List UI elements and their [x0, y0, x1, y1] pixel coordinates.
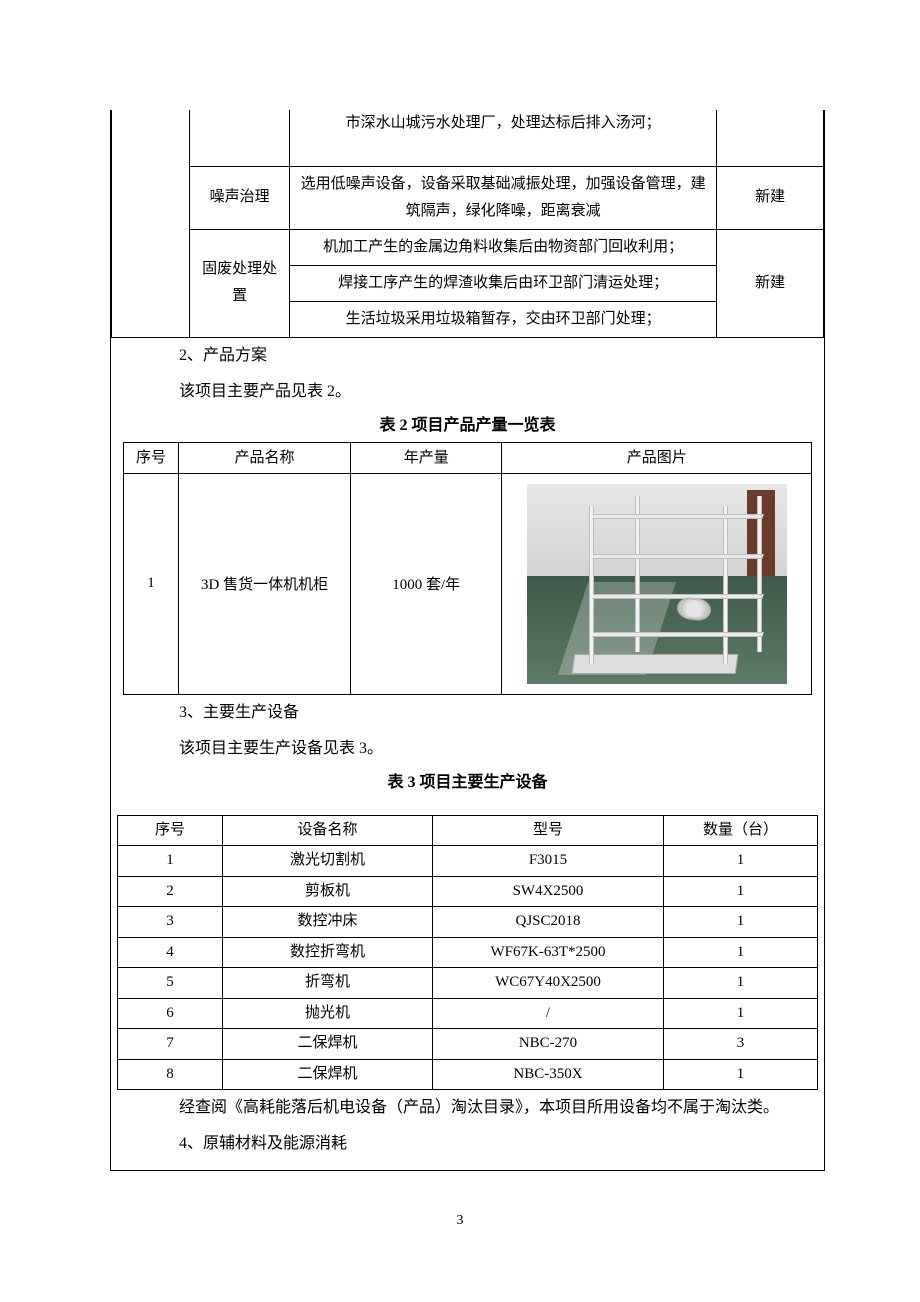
equip-name: 二保焊机 — [223, 1059, 433, 1090]
equip-name: 数控折弯机 — [223, 937, 433, 968]
equip-model: / — [433, 998, 664, 1029]
section-2-paragraph: 该项目主要产品见表 2。 — [119, 374, 816, 410]
product-image — [527, 484, 787, 684]
section-4-heading: 4、原辅材料及能源消耗 — [119, 1126, 816, 1162]
col-model: 型号 — [433, 815, 664, 846]
product-image-cell — [502, 473, 812, 694]
table-row: 8二保焊机NBC-350X1 — [118, 1059, 818, 1090]
equip-qty: 1 — [664, 998, 818, 1029]
wastewater-desc: 市深水山城污水处理厂，处理达标后排入汤河； — [289, 110, 716, 166]
table-2-caption: 表 2 项目产品产量一览表 — [119, 410, 816, 442]
table-header-row: 序号 设备名称 型号 数量（台） — [118, 815, 818, 846]
product-name: 3D 售货一体机机柜 — [179, 473, 351, 694]
product-output: 1000 套/年 — [351, 473, 502, 694]
table-row: 1激光切割机F30151 — [118, 846, 818, 877]
equipment-table: 序号 设备名称 型号 数量（台） 1激光切割机F301512剪板机SW4X250… — [117, 815, 818, 1091]
section-3-heading: 3、主要生产设备 — [119, 695, 816, 731]
equip-model: F3015 — [433, 846, 664, 877]
after-t3-note: 经查阅《高耗能落后机电设备（产品）淘汰目录》，本项目所用设备均不属于淘汰类。 — [119, 1090, 816, 1126]
equip-qty: 1 — [664, 1059, 818, 1090]
equip-no: 1 — [118, 846, 223, 877]
equip-model: NBC-350X — [433, 1059, 664, 1090]
equip-no: 6 — [118, 998, 223, 1029]
table-header-row: 序号 产品名称 年产量 产品图片 — [124, 442, 812, 473]
table-row: 6抛光机/1 — [118, 998, 818, 1029]
equip-qty: 1 — [664, 937, 818, 968]
equip-qty: 1 — [664, 846, 818, 877]
table-row: 固废处理处置 机加工产生的金属边角料收集后由物资部门回收利用； 焊接工序产生的焊… — [112, 229, 824, 337]
noise-category: 噪声治理 — [190, 166, 290, 229]
equip-name: 二保焊机 — [223, 1029, 433, 1060]
table-row: 市深水山城污水处理厂，处理达标后排入汤河； — [112, 110, 824, 166]
equip-no: 7 — [118, 1029, 223, 1060]
col-product-name: 产品名称 — [179, 442, 351, 473]
equip-no: 8 — [118, 1059, 223, 1090]
col-qty: 数量（台） — [664, 815, 818, 846]
equip-no: 3 — [118, 907, 223, 938]
table-row: 4数控折弯机WF67K-63T*25001 — [118, 937, 818, 968]
product-table: 序号 产品名称 年产量 产品图片 1 3D 售货一体机机柜 1000 套/年 — [123, 442, 812, 695]
equip-name: 激光切割机 — [223, 846, 433, 877]
table-row: 1 3D 售货一体机机柜 1000 套/年 — [124, 473, 812, 694]
col-output: 年产量 — [351, 442, 502, 473]
table-3-caption: 表 3 项目主要生产设备 — [119, 767, 816, 799]
equip-no: 5 — [118, 968, 223, 999]
treatment-table-continuation: 市深水山城污水处理厂，处理达标后排入汤河； 噪声治理 选用低噪声设备，设备采取基… — [111, 110, 824, 338]
equip-no: 4 — [118, 937, 223, 968]
solid-waste-status: 新建 — [717, 229, 824, 337]
equip-model: WC67Y40X2500 — [433, 968, 664, 999]
page-number: 3 — [0, 1171, 920, 1249]
table-row: 噪声治理 选用低噪声设备，设备采取基础减振处理，加强设备管理，建筑隔声，绿化降噪… — [112, 166, 824, 229]
col-equip-name: 设备名称 — [223, 815, 433, 846]
section-3-paragraph: 该项目主要生产设备见表 3。 — [119, 731, 816, 767]
equip-model: SW4X2500 — [433, 876, 664, 907]
col-image: 产品图片 — [502, 442, 812, 473]
product-seq: 1 — [124, 473, 179, 694]
equip-name: 折弯机 — [223, 968, 433, 999]
table-row: 3数控冲床QJSC20181 — [118, 907, 818, 938]
equip-no: 2 — [118, 876, 223, 907]
equip-qty: 3 — [664, 1029, 818, 1060]
col-seq: 序号 — [124, 442, 179, 473]
solid-waste-desc: 机加工产生的金属边角料收集后由物资部门回收利用； 焊接工序产生的焊渣收集后由环卫… — [289, 229, 716, 337]
solid-waste-category: 固废处理处置 — [190, 229, 290, 337]
equip-model: NBC-270 — [433, 1029, 664, 1060]
equip-model: WF67K-63T*2500 — [433, 937, 664, 968]
noise-status: 新建 — [717, 166, 824, 229]
noise-desc: 选用低噪声设备，设备采取基础减振处理，加强设备管理，建筑隔声，绿化降噪，距离衰减 — [289, 166, 716, 229]
table-row: 2剪板机SW4X25001 — [118, 876, 818, 907]
table-row: 5折弯机WC67Y40X25001 — [118, 968, 818, 999]
equip-qty: 1 — [664, 907, 818, 938]
equip-name: 剪板机 — [223, 876, 433, 907]
equip-name: 数控冲床 — [223, 907, 433, 938]
table-row: 7二保焊机NBC-2703 — [118, 1029, 818, 1060]
col-seq: 序号 — [118, 815, 223, 846]
section-2-heading: 2、产品方案 — [119, 338, 816, 374]
equip-name: 抛光机 — [223, 998, 433, 1029]
equip-qty: 1 — [664, 876, 818, 907]
document-page: 市深水山城污水处理厂，处理达标后排入汤河； 噪声治理 选用低噪声设备，设备采取基… — [110, 110, 825, 1171]
equip-qty: 1 — [664, 968, 818, 999]
equip-model: QJSC2018 — [433, 907, 664, 938]
